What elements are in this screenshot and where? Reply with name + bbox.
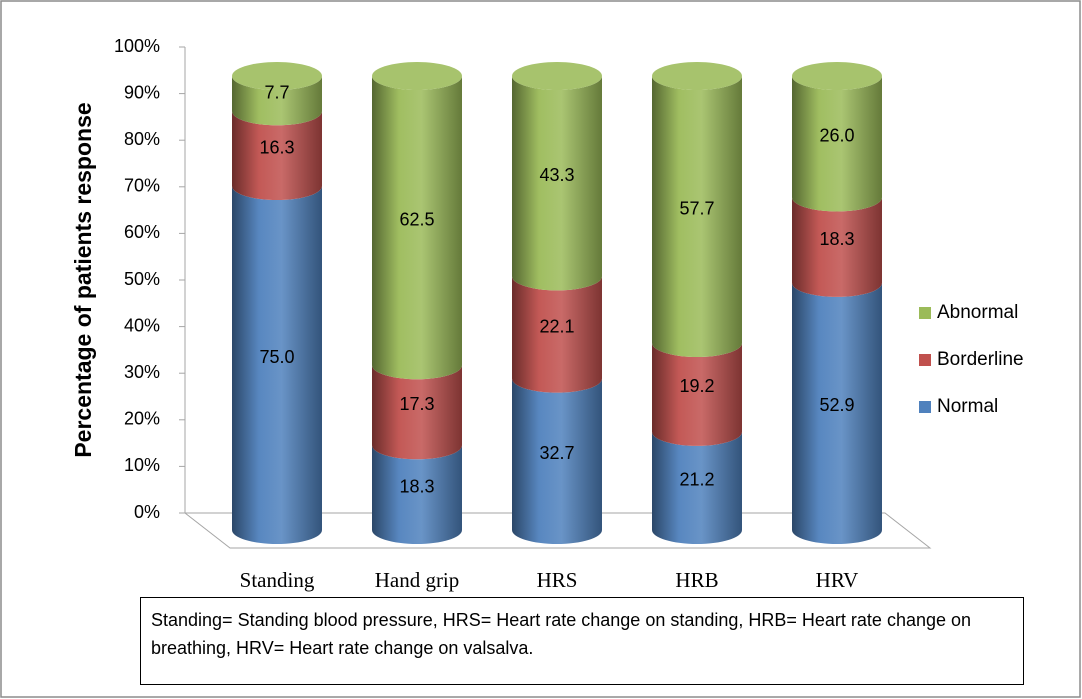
x-tick-label: Standing xyxy=(240,568,315,592)
bar-segment xyxy=(652,431,742,544)
legend-label: Normal xyxy=(937,396,998,417)
y-axis-title: Percentage of patients response xyxy=(70,102,96,457)
data-label: 18.3 xyxy=(399,476,434,496)
y-tick-label: 50% xyxy=(124,269,160,289)
data-label: 32.7 xyxy=(539,443,574,463)
bar-segment xyxy=(232,111,322,201)
bar-segment xyxy=(792,76,882,212)
legend-swatch xyxy=(919,401,931,413)
data-label: 18.3 xyxy=(819,229,854,249)
data-label: 22.1 xyxy=(539,316,574,336)
data-label: 19.2 xyxy=(679,376,714,396)
data-label: 21.2 xyxy=(679,470,714,490)
x-tick-label: Hand grip xyxy=(375,568,460,592)
y-tick-label: 20% xyxy=(124,409,160,429)
bar-segment xyxy=(232,76,322,126)
bar-top xyxy=(512,62,602,90)
data-label: 57.7 xyxy=(679,198,714,218)
bar-segment xyxy=(652,343,742,446)
bar-segment xyxy=(372,365,462,460)
data-label: 7.7 xyxy=(264,82,289,102)
y-tick-label: 40% xyxy=(124,315,160,335)
y-tick-label: 60% xyxy=(124,222,160,242)
data-label: 43.3 xyxy=(539,165,574,185)
data-label: 16.3 xyxy=(259,137,294,157)
x-tick-label: HRB xyxy=(675,568,718,592)
data-label: 52.9 xyxy=(819,395,854,415)
bar-segment xyxy=(372,445,462,544)
bar-segment xyxy=(652,76,742,358)
legend-swatch xyxy=(919,354,931,366)
bar-segment xyxy=(512,378,602,544)
bar-segment xyxy=(232,186,322,544)
y-tick-label: 90% xyxy=(124,82,160,102)
bar-segment xyxy=(512,276,602,393)
x-tick-label: HRV xyxy=(816,568,859,592)
bar-top xyxy=(652,62,742,90)
data-label: 75.0 xyxy=(259,347,294,367)
legend-label: Abnormal xyxy=(937,302,1018,323)
y-tick-label: 70% xyxy=(124,176,160,196)
y-tick-label: 10% xyxy=(124,455,160,475)
x-tick-label: HRS xyxy=(537,568,578,592)
data-label: 26.0 xyxy=(819,125,854,145)
bar-segment xyxy=(512,76,602,291)
legend-swatch xyxy=(919,307,931,319)
y-tick-label: 80% xyxy=(124,129,160,149)
bar-segment xyxy=(792,282,882,544)
bar-top xyxy=(792,62,882,90)
bar-top xyxy=(232,62,322,90)
legend-label: Borderline xyxy=(937,349,1024,370)
y-tick-label: 30% xyxy=(124,362,160,382)
bar-segment xyxy=(372,76,462,380)
data-label: 17.3 xyxy=(399,394,434,414)
bar-top xyxy=(372,62,462,90)
bar-segment xyxy=(792,197,882,297)
y-tick-label: 100% xyxy=(114,36,160,56)
data-label: 62.5 xyxy=(399,209,434,229)
y-tick-label: 0% xyxy=(134,502,160,522)
footnote: Standing= Standing blood pressure, HRS= … xyxy=(140,597,1024,685)
